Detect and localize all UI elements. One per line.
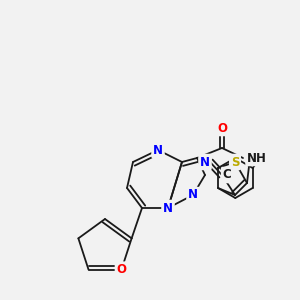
Text: N: N — [153, 143, 163, 157]
Text: N: N — [200, 155, 210, 169]
Text: N: N — [163, 202, 173, 214]
Text: C: C — [223, 169, 231, 182]
Text: O: O — [116, 263, 127, 276]
Text: O: O — [217, 122, 227, 134]
Text: S: S — [231, 155, 239, 169]
Text: NH: NH — [247, 152, 267, 164]
Text: N: N — [188, 188, 198, 202]
